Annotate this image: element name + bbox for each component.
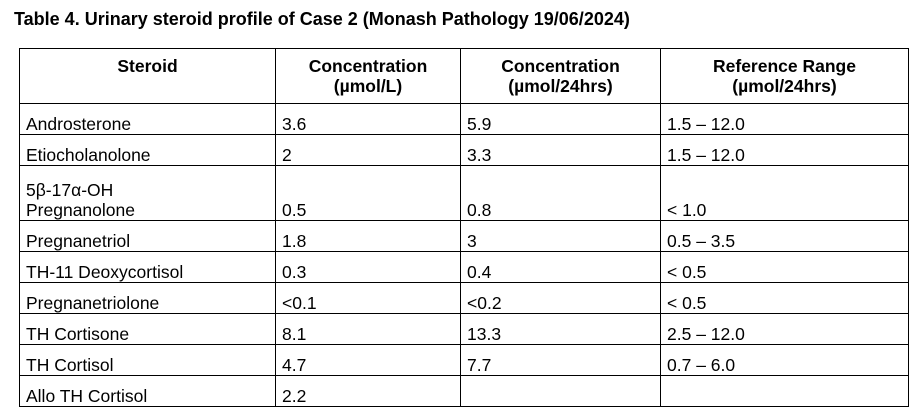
cell-steroid: TH-11 Deoxycortisol xyxy=(19,251,276,283)
steroid-name: TH Cortisone xyxy=(26,324,130,344)
cell-concentration-24h: 0.8 xyxy=(460,165,661,221)
cell-concentration-24h: <0.2 xyxy=(460,282,661,314)
header-unit: (µmol/24hrs) xyxy=(732,76,837,96)
cell-concentration-24h: 3.3 xyxy=(460,134,661,166)
header-line: Steroid xyxy=(117,56,178,76)
cell-reference-range: < 0.5 xyxy=(660,251,909,283)
cell-concentration-l: 8.1 xyxy=(275,313,461,345)
header-concentration-l: Concentration (µmol/L) xyxy=(275,48,461,104)
table-row: Etiocholanolone 2 3.3 1.5 – 12.0 xyxy=(19,134,909,166)
cell-concentration-l: <0.1 xyxy=(275,282,461,314)
steroid-name-continued: Pregnanolone xyxy=(26,200,135,220)
steroid-name: Allo TH Cortisol xyxy=(26,386,148,406)
cell-steroid: Etiocholanolone xyxy=(19,134,276,166)
cell-steroid: TH Cortisone xyxy=(19,313,276,345)
cell-concentration-24h: 5.9 xyxy=(460,103,661,135)
header-line: Concentration xyxy=(308,56,428,76)
table-row: Pregnanetriol 1.8 3 0.5 – 3.5 xyxy=(19,220,909,252)
cell-reference-range: 0.7 – 6.0 xyxy=(660,344,909,376)
steroid-name: Etiocholanolone xyxy=(26,145,151,165)
cell-concentration-24h xyxy=(460,375,661,407)
steroid-name: 5β-17α-OH xyxy=(26,180,114,200)
table-row: Androsterone 3.6 5.9 1.5 – 12.0 xyxy=(19,103,909,135)
header-unit: (µmol/24hrs) xyxy=(508,76,613,96)
cell-concentration-24h: 0.4 xyxy=(460,251,661,283)
cell-concentration-24h: 7.7 xyxy=(460,344,661,376)
cell-steroid: 5β-17α-OH Pregnanolone xyxy=(19,165,276,221)
header-unit: (µmol/L) xyxy=(333,76,403,96)
steroid-name: Pregnanetriol xyxy=(26,231,131,251)
cell-reference-range: < 1.0 xyxy=(660,165,909,221)
cell-reference-range: 2.5 – 12.0 xyxy=(660,313,909,345)
cell-reference-range: 1.5 – 12.0 xyxy=(660,103,909,135)
cell-concentration-l: 0.5 xyxy=(275,165,461,221)
steroid-name: TH Cortisol xyxy=(26,355,114,375)
table-row: 5β-17α-OH Pregnanolone 0.5 0.8 < 1.0 xyxy=(19,165,909,221)
steroid-profile-table: Steroid Concentration (µmol/L) Concentra… xyxy=(19,48,909,407)
cell-concentration-l: 4.7 xyxy=(275,344,461,376)
steroid-name: Pregnanetriolone xyxy=(26,293,160,313)
cell-steroid: Pregnanetriol xyxy=(19,220,276,252)
header-line: Concentration xyxy=(501,56,620,76)
table-row: TH Cortisone 8.1 13.3 2.5 – 12.0 xyxy=(19,313,909,345)
steroid-name: Androsterone xyxy=(26,114,132,134)
cell-concentration-24h: 13.3 xyxy=(460,313,661,345)
header-row: Steroid Concentration (µmol/L) Concentra… xyxy=(19,48,909,104)
header-reference-range: Reference Range (µmol/24hrs) xyxy=(660,48,909,104)
cell-reference-range: 0.5 – 3.5 xyxy=(660,220,909,252)
cell-reference-range xyxy=(660,375,909,407)
header-concentration-24h: Concentration (µmol/24hrs) xyxy=(460,48,661,104)
cell-concentration-24h: 3 xyxy=(460,220,661,252)
cell-reference-range: 1.5 – 12.0 xyxy=(660,134,909,166)
table-row: Allo TH Cortisol 2.2 xyxy=(19,375,909,407)
cell-concentration-l: 1.8 xyxy=(275,220,461,252)
steroid-name: TH-11 Deoxycortisol xyxy=(26,262,184,282)
table-row: TH Cortisol 4.7 7.7 0.7 – 6.0 xyxy=(19,344,909,376)
cell-steroid: Pregnanetriolone xyxy=(19,282,276,314)
table-body: Androsterone 3.6 5.9 1.5 – 12.0 Etiocholanol… xyxy=(19,103,909,407)
table-header: Steroid Concentration (µmol/L) Concentra… xyxy=(19,48,909,104)
header-line: Reference Range xyxy=(713,56,856,76)
cell-steroid: TH Cortisol xyxy=(19,344,276,376)
cell-concentration-l: 2.2 xyxy=(275,375,461,407)
cell-steroid: Androsterone xyxy=(19,103,276,135)
table-row: TH-11 Deoxycortisol 0.3 0.4 < 0.5 xyxy=(19,251,909,283)
cell-concentration-l: 0.3 xyxy=(275,251,461,283)
cell-reference-range: < 0.5 xyxy=(660,282,909,314)
table-row: Pregnanetriolone <0.1 <0.2 < 0.5 xyxy=(19,282,909,314)
table-caption: Table 4. Urinary steroid profile of Case… xyxy=(14,9,630,29)
header-steroid: Steroid xyxy=(19,48,276,104)
cell-concentration-l: 3.6 xyxy=(275,103,461,135)
cell-concentration-l: 2 xyxy=(275,134,461,166)
cell-steroid: Allo TH Cortisol xyxy=(19,375,276,407)
